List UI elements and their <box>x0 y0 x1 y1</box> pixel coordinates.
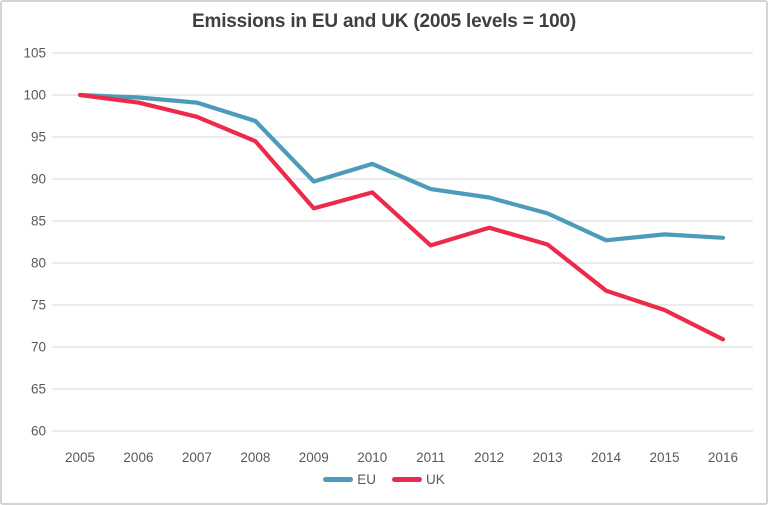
x-tick-label: 2013 <box>533 450 563 465</box>
legend-label-eu: EU <box>357 472 376 487</box>
y-tick-label: 60 <box>31 424 46 439</box>
y-tick-label: 80 <box>31 256 46 271</box>
x-tick-label: 2009 <box>299 450 329 465</box>
chart-title: Emissions in EU and UK (2005 levels = 10… <box>192 11 576 32</box>
y-tick-label: 65 <box>31 382 46 397</box>
y-tick-label: 85 <box>31 214 46 229</box>
line-uk <box>77 92 726 342</box>
x-tick-label: 2010 <box>357 450 387 465</box>
line-eu <box>77 92 726 243</box>
y-tick-label: 90 <box>31 172 46 187</box>
legend-label-uk: UK <box>426 472 445 487</box>
legend-item-eu: EU <box>323 472 376 487</box>
y-tick-label: 75 <box>31 298 46 313</box>
x-tick-label: 2014 <box>591 450 622 465</box>
x-tick-label: 2011 <box>416 450 445 465</box>
y-tick-label: 100 <box>23 88 46 103</box>
uk-line-swatch <box>392 477 422 482</box>
x-tick-label: 2006 <box>123 450 153 465</box>
x-tick-label: 2015 <box>649 450 679 465</box>
y-tick-label: 105 <box>23 46 46 61</box>
chart-legend: EU UK <box>2 472 766 487</box>
x-tick-label: 2007 <box>182 450 212 465</box>
x-tick-label: 2005 <box>65 450 95 465</box>
x-tick-label: 2012 <box>474 450 504 465</box>
x-tick-label: 2016 <box>708 450 738 465</box>
eu-line-swatch <box>323 477 354 482</box>
y-tick-label: 70 <box>31 340 46 355</box>
legend-item-uk: UK <box>392 472 445 487</box>
x-tick-label: 2008 <box>240 450 270 465</box>
y-tick-label: 95 <box>31 130 46 145</box>
